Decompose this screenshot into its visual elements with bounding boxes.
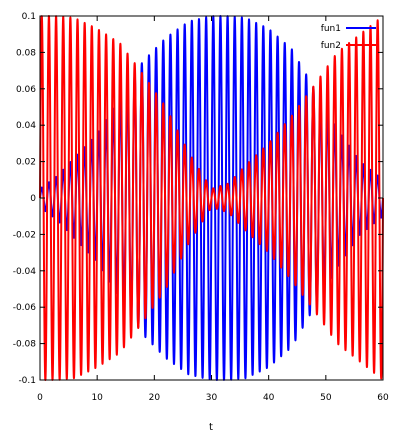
series-line-fun2 <box>39 15 384 381</box>
y-tick-label: 0.06 <box>16 85 36 95</box>
legend: fun1 fun2 <box>321 24 376 51</box>
x-tick-label: 30 <box>206 393 218 403</box>
y-tick-label: -0.02 <box>13 230 36 240</box>
x-axis-title: t <box>209 422 213 433</box>
x-tick-label: 40 <box>263 393 275 403</box>
y-tick-label: 0.08 <box>16 48 36 58</box>
x-tick-label: 0 <box>37 393 43 403</box>
y-tick-label: 0 <box>30 194 36 204</box>
series-layer <box>39 15 384 381</box>
y-tick-label: 0.1 <box>22 12 36 22</box>
y-tick-label: 0.04 <box>16 121 36 131</box>
y-tick-label: -0.1 <box>18 376 36 386</box>
legend-label-fun1: fun1 <box>321 24 341 34</box>
y-tick-label: -0.04 <box>13 267 37 277</box>
x-tick-label: 10 <box>91 393 103 403</box>
y-tick-label: 0.02 <box>16 158 36 168</box>
legend-label-fun2: fun2 <box>321 41 341 51</box>
x-tick-label: 50 <box>320 393 332 403</box>
y-tick-label: -0.06 <box>13 303 37 313</box>
x-tick-label: 20 <box>149 393 161 403</box>
x-tick-label: 60 <box>377 393 389 403</box>
ticks-layer: 0 10 20 30 40 50 60 -0.1 -0.08 -0.06 -0.04 -0.02 0 0.… <box>13 12 389 403</box>
y-tick-label: -0.08 <box>13 340 37 350</box>
